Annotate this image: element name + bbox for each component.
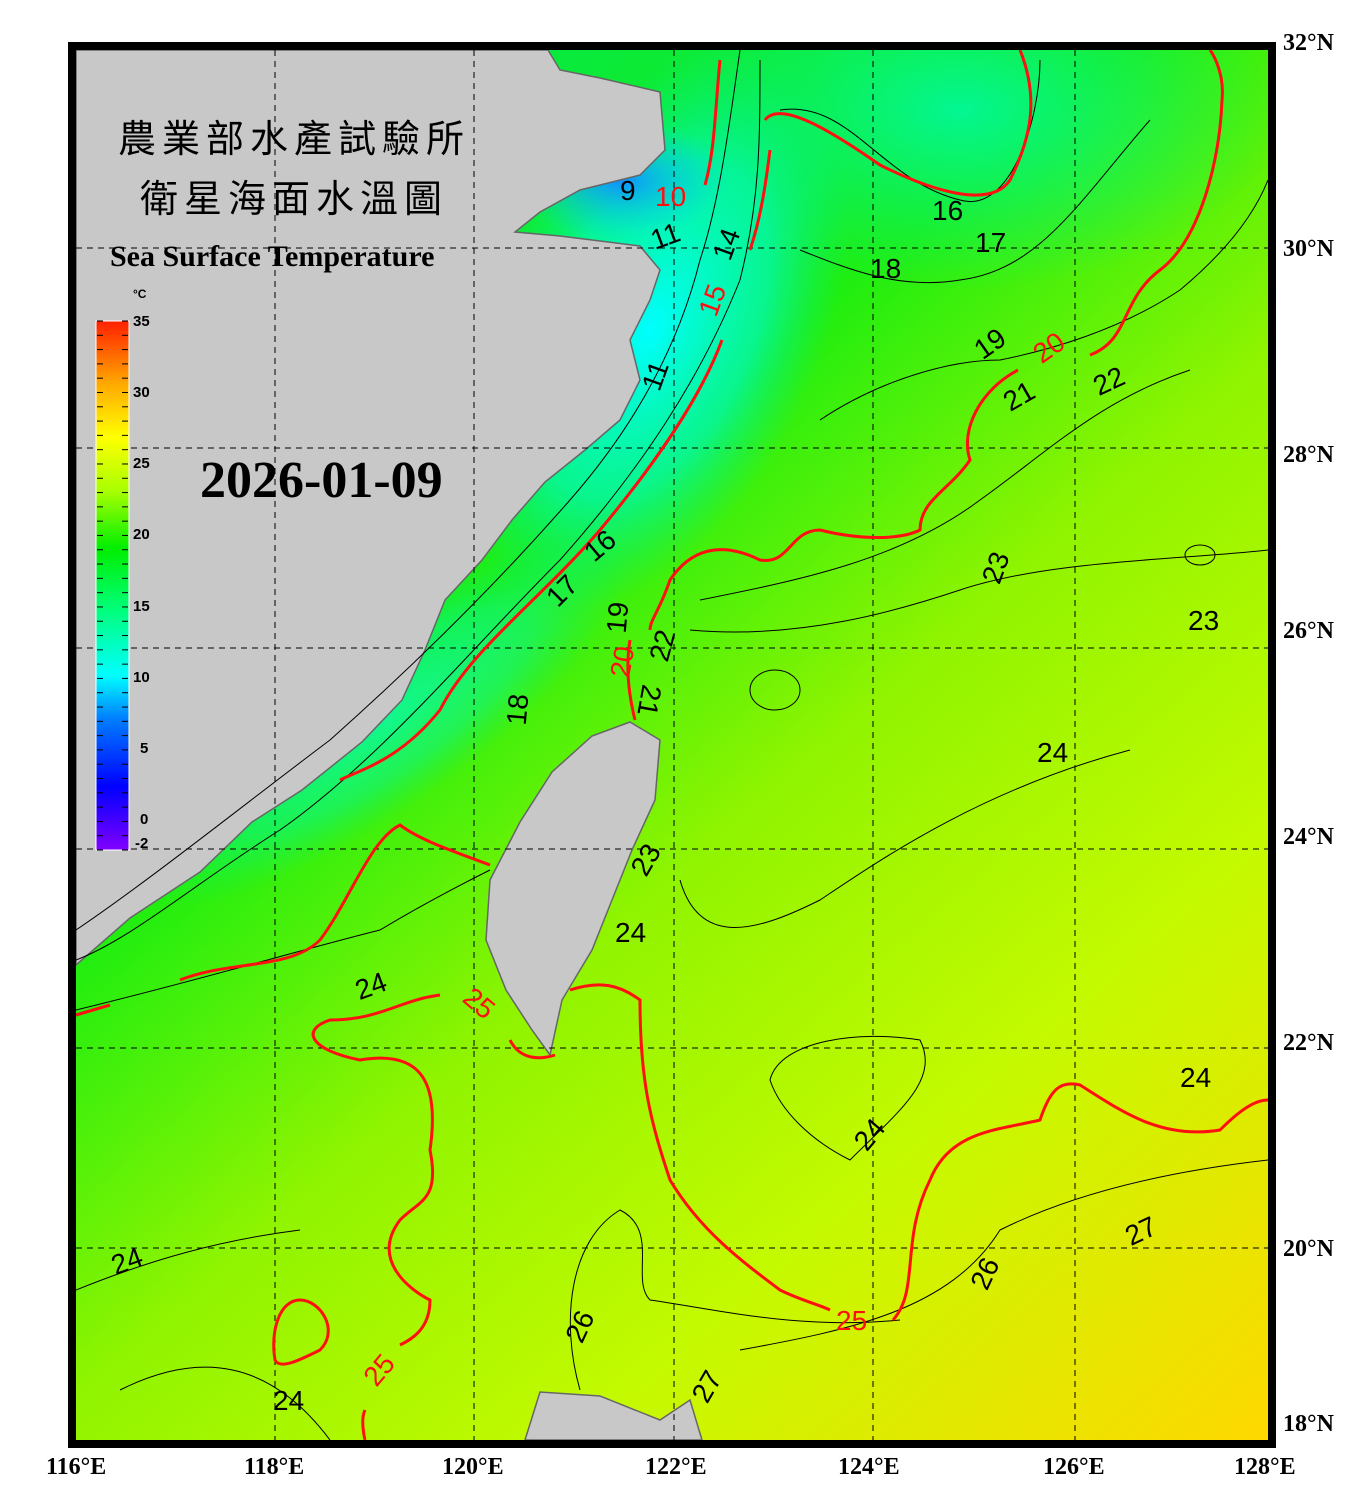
colorbar-tick: 35 — [133, 313, 150, 330]
colorbar-tick: 10 — [133, 669, 150, 686]
graticule — [76, 50, 1268, 1440]
contour-label: 9 — [620, 175, 636, 206]
lat-label: 32°N — [1283, 30, 1334, 56]
title-english: Sea Surface Temperature — [110, 240, 435, 273]
colorbar-tick: -2 — [135, 835, 149, 852]
china-mainland — [76, 50, 666, 966]
colorbar-tick: 5 — [140, 740, 149, 757]
contour-label: 16 — [932, 195, 963, 226]
lon-label: 120°E — [442, 1454, 504, 1480]
lon-label: 118°E — [244, 1454, 305, 1480]
contour-label: 10 — [655, 181, 686, 212]
colorbar-tick: 0 — [140, 811, 149, 828]
colorbar-unit: °C — [133, 287, 147, 301]
lat-label: 24°N — [1283, 824, 1334, 850]
colorbar-tick: 30 — [133, 384, 150, 401]
colorbar-tick: 25 — [133, 455, 150, 472]
colorbar-tick: 20 — [133, 526, 150, 543]
lon-label: 124°E — [838, 1454, 900, 1480]
lon-label: 122°E — [645, 1454, 707, 1480]
map-frame — [68, 42, 1276, 1448]
lat-label: 22°N — [1283, 1030, 1334, 1056]
lat-label: 18°N — [1283, 1411, 1334, 1437]
contour-label: 24 — [273, 1385, 304, 1416]
contour-label: 24 — [1180, 1062, 1211, 1093]
colorbar — [95, 320, 130, 851]
lon-label: 128°E — [1234, 1454, 1296, 1480]
lon-label: 126°E — [1043, 1454, 1105, 1480]
contour-label: 17 — [975, 227, 1006, 258]
contour-label: 18 — [501, 693, 535, 727]
lat-label: 30°N — [1283, 236, 1334, 262]
lat-label: 28°N — [1283, 442, 1334, 468]
taiwan — [485, 721, 661, 1057]
title-chinese-line1: 農業部水產試驗所 — [118, 117, 471, 161]
title-chinese-line2: 衛星海面水溫圖 — [140, 177, 449, 221]
colorbar-tick: 15 — [133, 598, 150, 615]
contour-label: 21 — [631, 682, 667, 718]
lat-label: 26°N — [1283, 618, 1334, 644]
contour-label: 19 — [601, 601, 635, 635]
contour-label: 24 — [1037, 737, 1068, 768]
isotherms — [76, 50, 1268, 1440]
contour-label: 20 — [604, 644, 640, 680]
contour-label: 23 — [1188, 605, 1219, 636]
lon-label: 116°E — [46, 1454, 107, 1480]
contour-label: 24 — [615, 917, 646, 948]
map-date: 2026-01-09 — [200, 452, 443, 509]
lat-label: 20°N — [1283, 1236, 1334, 1262]
highlight-isotherms — [76, 50, 1268, 1440]
contour-label: 25 — [836, 1305, 867, 1336]
contour-label: 18 — [870, 253, 901, 284]
luzon — [524, 1391, 703, 1440]
